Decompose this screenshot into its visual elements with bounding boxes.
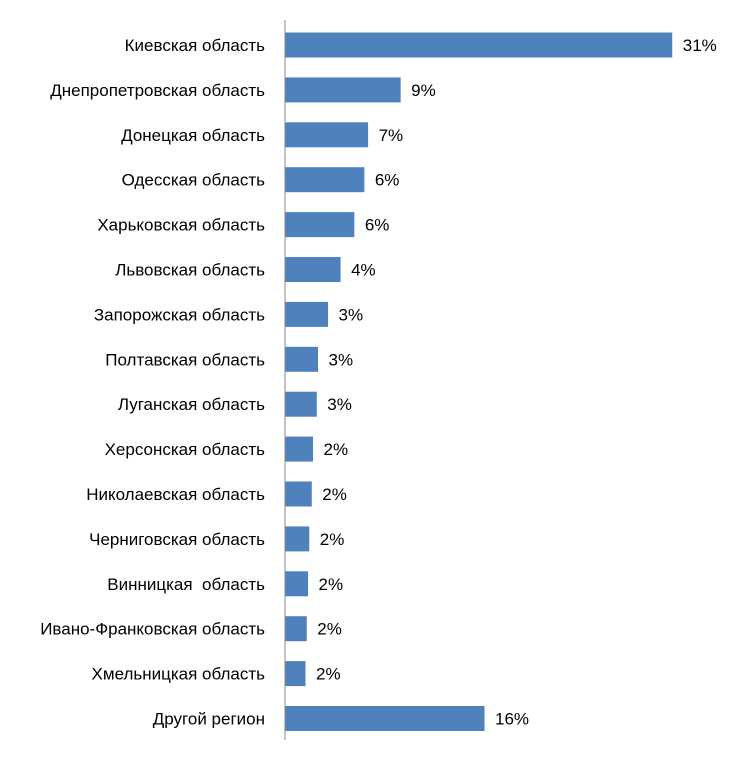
data-label: 3% <box>339 305 364 324</box>
data-label: 6% <box>375 171 400 190</box>
data-label: 7% <box>379 126 404 145</box>
bar <box>285 257 341 282</box>
bar <box>285 301 329 327</box>
category-label: Донецкая область <box>121 126 265 145</box>
category-label: Луганская область <box>118 395 265 414</box>
bar <box>285 481 312 507</box>
data-label: 4% <box>351 261 376 280</box>
data-label: 2% <box>322 485 347 504</box>
bar <box>285 436 314 462</box>
category-label: Херсонская область <box>105 440 266 459</box>
bar <box>285 706 485 731</box>
category-label: Винницкая область <box>107 575 265 594</box>
category-label: Другой регион <box>153 710 265 729</box>
data-label: 2% <box>319 575 344 594</box>
data-label: 2% <box>317 620 342 639</box>
bar <box>285 32 673 58</box>
data-label: 6% <box>365 216 390 235</box>
data-label: 3% <box>329 350 354 369</box>
data-label: 9% <box>411 81 436 100</box>
category-label: Львовская область <box>115 261 265 280</box>
bar <box>285 77 401 103</box>
data-label: 2% <box>320 530 345 549</box>
bar <box>285 391 317 417</box>
category-label: Киевская область <box>125 36 265 55</box>
bar <box>285 526 310 552</box>
data-label: 2% <box>324 440 349 459</box>
category-label: Днепропетровская область <box>50 81 265 100</box>
data-label: 2% <box>316 665 341 684</box>
bar <box>285 616 307 642</box>
category-label: Полтавская область <box>105 350 265 369</box>
category-label: Харьковская область <box>97 216 265 235</box>
bar <box>285 661 306 687</box>
bar <box>285 122 369 148</box>
bar <box>285 167 365 193</box>
category-label: Черниговская область <box>89 530 265 549</box>
category-label: Хмельницкая область <box>92 665 266 684</box>
data-label: 31% <box>683 36 717 55</box>
category-label: Одесская область <box>122 171 266 190</box>
bar <box>285 212 355 238</box>
category-label: Запорожская область <box>94 305 265 324</box>
category-label: Николаевская область <box>86 485 265 504</box>
bar <box>285 346 319 372</box>
data-label: 3% <box>327 395 352 414</box>
category-label: Ивано-Франковская область <box>40 620 265 639</box>
bar <box>285 571 309 597</box>
data-label: 16% <box>495 710 529 729</box>
